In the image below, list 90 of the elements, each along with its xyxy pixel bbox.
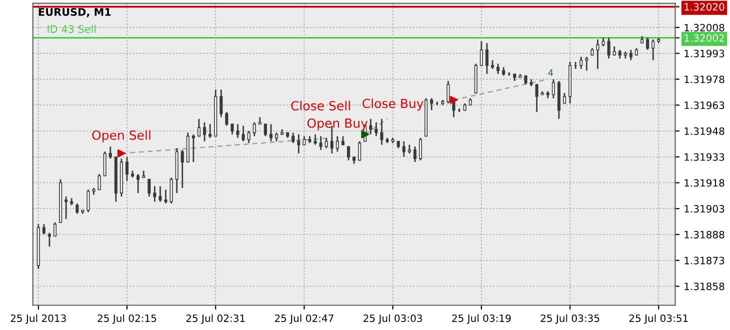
annotation: Open Sell <box>92 130 150 142</box>
x-tick-label: 25 Jul 02:15 <box>98 314 156 324</box>
x-tick-label: 25 Jul 03:35 <box>540 314 600 324</box>
y-tick-label: 1.31948 <box>684 127 724 135</box>
point <box>361 130 370 138</box>
candlestick <box>76 202 79 214</box>
candlestick <box>607 37 610 60</box>
y-tick-label: 1.31963 <box>684 101 724 110</box>
candlestick <box>430 98 434 111</box>
candlestick <box>297 134 300 154</box>
candlestick <box>220 88 223 118</box>
candlestick <box>98 173 101 190</box>
y-tick-label: 1.31993 <box>684 50 724 58</box>
candlestick <box>418 137 422 162</box>
x-tick-label: 25 Jul 03:51 <box>629 314 688 324</box>
candlestick <box>252 122 256 137</box>
x-tick-label: 25 Jul 02:47 <box>274 314 334 324</box>
candlestick <box>374 122 378 137</box>
x-tick-label: 25 Jul 2013 <box>10 314 66 324</box>
candlestick <box>485 42 488 75</box>
candlestick <box>580 56 583 70</box>
candlestick <box>380 118 384 146</box>
candlestick <box>480 40 483 66</box>
y-tick-label: 1.31888 <box>684 230 724 238</box>
y-tick-label: 1.32002 <box>684 34 724 42</box>
y-tick-label: 1.31873 <box>684 256 724 264</box>
candlestick <box>264 123 267 137</box>
candlestick <box>158 186 162 202</box>
candlestick <box>103 150 106 177</box>
chart-title: EURUSD, M1 <box>38 8 111 18</box>
candlestick <box>596 38 600 70</box>
candlestick <box>269 123 273 142</box>
x-tick-label: 25 Jul 03:03 <box>364 314 422 324</box>
y-tick-label: 1.32008 <box>684 24 724 32</box>
candlestick <box>292 132 295 144</box>
candlestick <box>629 49 632 61</box>
candlestick <box>164 188 168 204</box>
candlestick <box>203 122 206 142</box>
candlestick <box>402 140 406 158</box>
ref-line-label: ID 43 Sell <box>48 24 96 34</box>
candlestick <box>153 186 156 202</box>
candlestick <box>242 125 245 142</box>
candlestick <box>208 123 212 139</box>
y-tick-label: 1.31933 <box>684 153 724 161</box>
candlestick <box>64 196 68 220</box>
candlestick <box>236 123 240 139</box>
candlestick <box>358 140 362 162</box>
candlestick <box>552 78 555 99</box>
annotation: Open Buy <box>307 118 368 130</box>
y-tick-label: 1.32020 <box>684 3 724 11</box>
candlestick <box>125 156 129 182</box>
y-tick-label: 1.31918 <box>684 179 724 187</box>
candlestick <box>319 135 322 151</box>
candlestick <box>535 84 538 113</box>
annotation: 4 <box>548 69 554 76</box>
candlestick <box>230 123 234 136</box>
candlestick <box>197 118 201 137</box>
annotation: Close Sell <box>291 100 350 110</box>
y-tick-label: 1.31903 <box>684 205 724 213</box>
point <box>450 96 458 104</box>
candlestick <box>225 111 228 126</box>
candlestick <box>652 38 655 61</box>
candlestick <box>336 135 339 152</box>
candlestick <box>413 146 416 163</box>
y-tick-label: 1.31978 <box>684 76 724 84</box>
candlestick <box>148 178 151 198</box>
candlestick <box>562 92 566 104</box>
candlestick <box>108 146 112 160</box>
candlestick <box>585 56 588 72</box>
candlestick <box>48 232 51 248</box>
candlestick <box>180 149 184 189</box>
point <box>118 149 126 158</box>
candlestick <box>170 176 173 204</box>
candlestick <box>192 134 195 163</box>
candlestick <box>646 37 650 51</box>
candlestick <box>247 130 250 144</box>
candlestick <box>324 137 328 149</box>
annotation: Close Buy <box>362 98 424 111</box>
x-tick-label: 25 Jul 03:19 <box>452 314 511 324</box>
candlestick <box>496 62 500 75</box>
candlestick <box>369 118 372 136</box>
x-tick-label: 25 Jul 02:31 <box>186 314 245 324</box>
candlestick <box>86 188 90 213</box>
y-tick-label: 1.31858 <box>684 282 724 290</box>
candlestick <box>53 222 57 237</box>
candlestick <box>136 173 140 194</box>
candlestick <box>446 80 450 104</box>
candlestick <box>42 223 46 236</box>
candlestick <box>314 134 317 146</box>
candlestick <box>346 146 350 162</box>
